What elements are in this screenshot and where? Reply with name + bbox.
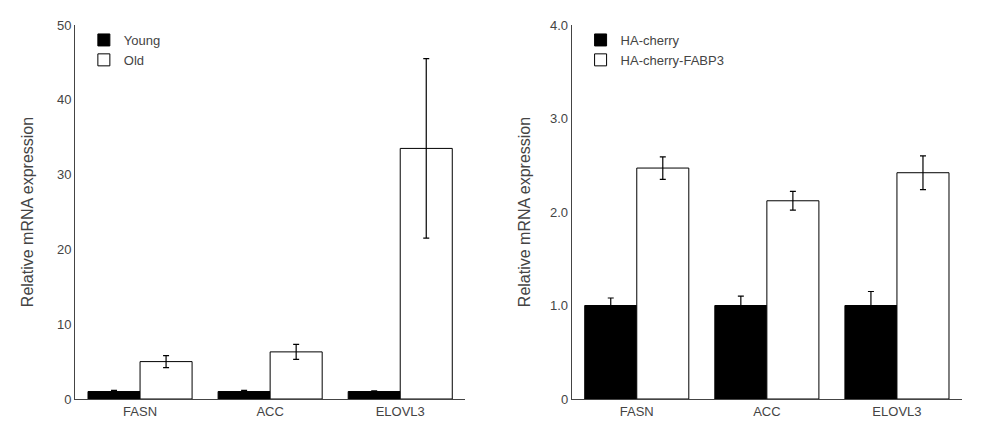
- svg-text:0: 0: [64, 392, 71, 407]
- svg-text:ACC: ACC: [753, 404, 780, 419]
- svg-text:30: 30: [57, 167, 71, 182]
- svg-text:HA-cherry: HA-cherry: [621, 33, 680, 48]
- svg-text:FASN: FASN: [620, 404, 654, 419]
- svg-text:Relative mRNA expression: Relative mRNA expression: [516, 117, 533, 307]
- svg-text:Young: Young: [124, 33, 160, 48]
- svg-text:FASN: FASN: [123, 404, 157, 419]
- svg-text:ELOVL3: ELOVL3: [872, 404, 921, 419]
- svg-text:HA-cherry-FABP3: HA-cherry-FABP3: [621, 53, 724, 68]
- svg-text:Relative mRNA expression: Relative mRNA expression: [19, 117, 36, 307]
- svg-text:2.0: 2.0: [550, 205, 568, 220]
- svg-text:50: 50: [57, 18, 71, 33]
- svg-text:ELOVL3: ELOVL3: [376, 404, 425, 419]
- svg-text:Old: Old: [124, 53, 144, 68]
- svg-text:20: 20: [57, 242, 71, 257]
- svg-text:10: 10: [57, 317, 71, 332]
- svg-text:0: 0: [561, 392, 568, 407]
- svg-text:40: 40: [57, 92, 71, 107]
- svg-text:1.0: 1.0: [550, 298, 568, 313]
- svg-text:3.0: 3.0: [550, 111, 568, 126]
- svg-text:ACC: ACC: [256, 404, 283, 419]
- svg-text:4.0: 4.0: [550, 18, 568, 33]
